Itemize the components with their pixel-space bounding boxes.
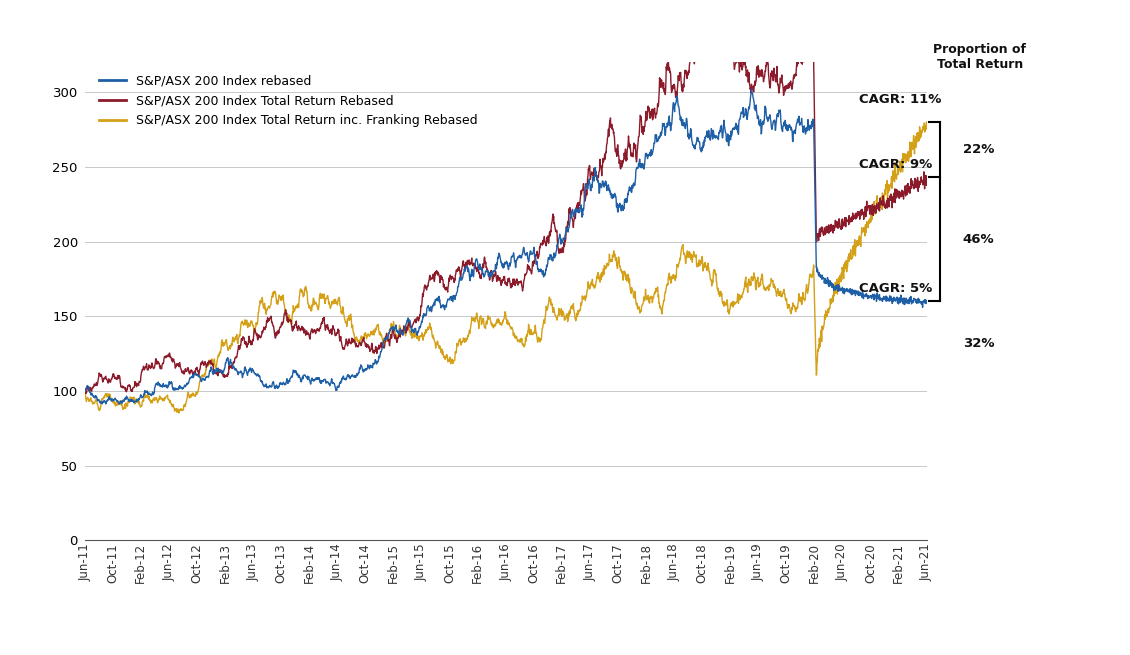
Text: 22%: 22% [963,143,994,156]
Text: CAGR: 11%: CAGR: 11% [859,92,941,105]
Text: CAGR: 9%: CAGR: 9% [859,158,932,171]
Text: Proportion of
Total Return: Proportion of Total Return [933,43,1026,71]
Text: CAGR: 5%: CAGR: 5% [859,282,932,295]
Text: 46%: 46% [963,233,994,246]
Text: 32%: 32% [963,337,994,350]
Legend: S&P/ASX 200 Index rebased, S&P/ASX 200 Index Total Return Rebased, S&P/ASX 200 I: S&P/ASX 200 Index rebased, S&P/ASX 200 I… [95,71,481,131]
